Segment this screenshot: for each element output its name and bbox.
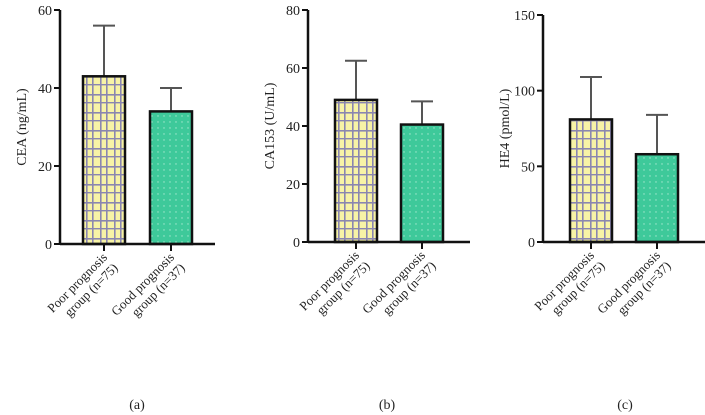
y-tick-label: 150 <box>514 9 535 24</box>
chart-panel-a: Poor prognosisgroup (n=75)Good prognosis… <box>15 4 215 413</box>
y-axis-label: HE4 (pmol/L) <box>498 88 513 168</box>
panel-label: (c) <box>617 398 633 413</box>
x-tick-label: Poor prognosisgroup (n=75) <box>44 250 121 327</box>
y-tick-label: 80 <box>286 4 300 19</box>
bar-good-prognosis <box>148 110 194 246</box>
y-tick-label: 60 <box>38 4 52 19</box>
y-tick-label: 0 <box>45 238 52 253</box>
panel-label: (b) <box>379 398 396 413</box>
bar-poor-prognosis <box>333 98 379 244</box>
bar-good-prognosis <box>634 152 680 244</box>
y-tick-label: 60 <box>286 62 300 77</box>
y-tick-label: 100 <box>514 85 535 100</box>
panel-label: (a) <box>129 398 145 413</box>
x-tick-label: Good prognosisgroup (n=37) <box>108 250 188 330</box>
x-tick-label: Good prognosisgroup (n=37) <box>359 248 439 328</box>
y-axis-label: CA153 (U/mL) <box>263 82 278 169</box>
chart-panel-b: Poor prognosisgroup (n=75)Good prognosis… <box>263 4 470 413</box>
y-tick-label: 0 <box>293 236 300 251</box>
y-tick-label: 40 <box>286 120 300 135</box>
bar-poor-prognosis <box>568 118 614 244</box>
y-tick-label: 20 <box>38 160 52 175</box>
y-tick-label: 50 <box>521 160 535 175</box>
bar-poor-prognosis <box>81 75 127 246</box>
y-axis-label: CEA (ng/mL) <box>15 88 30 166</box>
y-tick-label: 40 <box>38 82 52 97</box>
bar-good-prognosis <box>399 123 445 244</box>
x-tick-label: Poor prognosisgroup (n=75) <box>296 248 373 325</box>
y-tick-label: 0 <box>528 236 535 251</box>
x-tick-label: Good prognosisgroup (n=37) <box>594 248 674 328</box>
chart-panel-c: Poor prognosisgroup (n=75)Good prognosis… <box>498 9 705 413</box>
x-tick-label: Poor prognosisgroup (n=75) <box>531 248 608 325</box>
y-tick-label: 20 <box>286 178 300 193</box>
